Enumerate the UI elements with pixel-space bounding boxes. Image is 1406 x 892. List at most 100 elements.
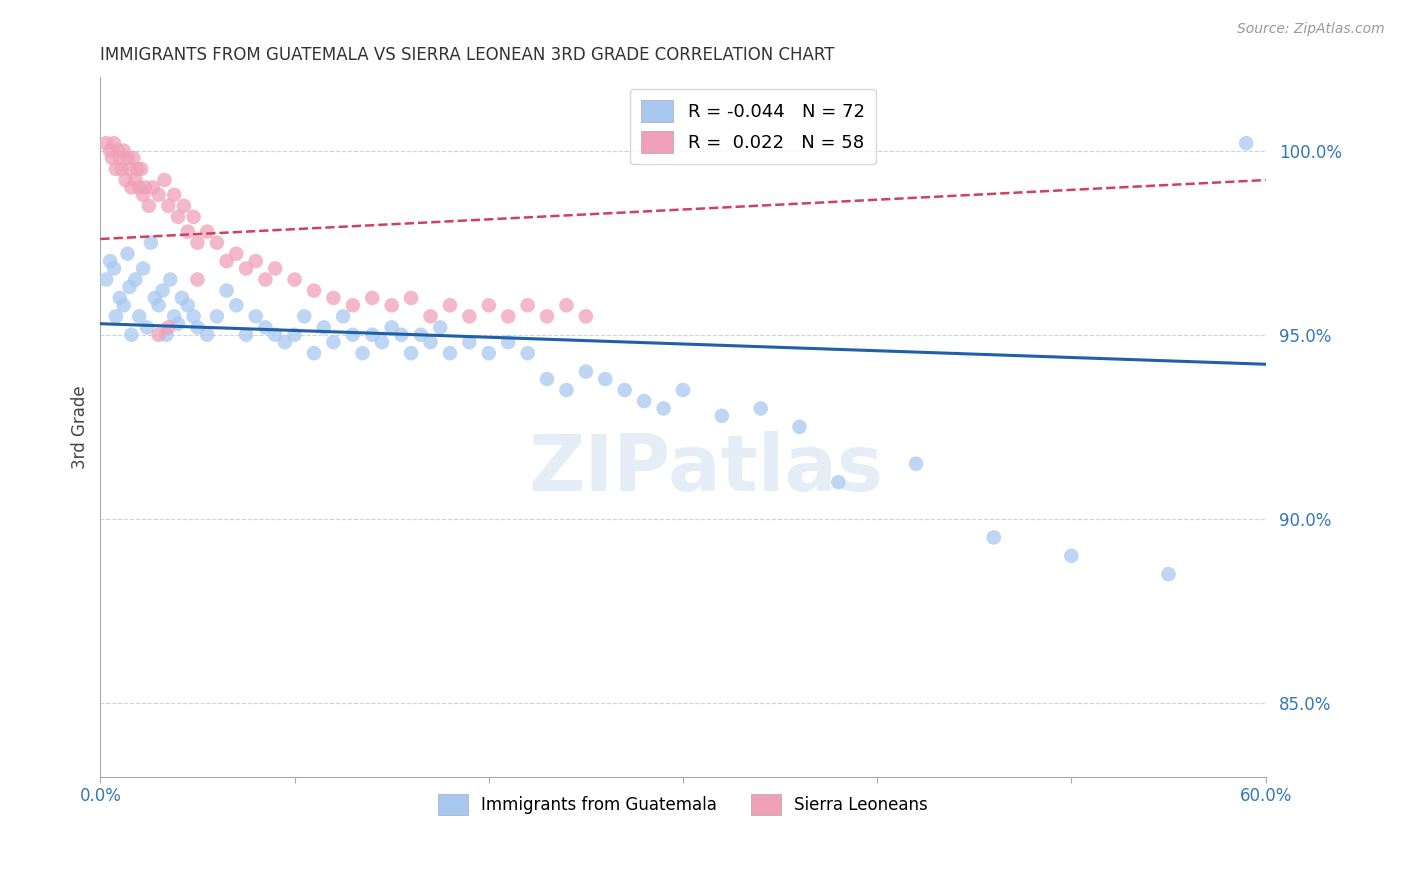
- Point: [127, 161, 149, 176]
- Point: [167, 317, 190, 331]
- Point: [215, 284, 238, 298]
- Point: [555, 383, 578, 397]
- Point: [117, 151, 139, 165]
- Text: IMMIGRANTS FROM GUATEMALA VS SIERRA LEONEAN 3RD GRADE CORRELATION CHART: IMMIGRANTS FROM GUATEMALA VS SIERRA LEON…: [100, 46, 835, 64]
- Point: [749, 401, 772, 416]
- Point: [399, 346, 422, 360]
- Point: [157, 199, 180, 213]
- Point: [138, 199, 160, 213]
- Point: [575, 365, 598, 379]
- Point: [103, 136, 125, 151]
- Point: [254, 320, 277, 334]
- Point: [170, 291, 193, 305]
- Point: [122, 151, 145, 165]
- Point: [536, 372, 558, 386]
- Text: Source: ZipAtlas.com: Source: ZipAtlas.com: [1237, 22, 1385, 37]
- Point: [1157, 567, 1180, 582]
- Point: [478, 346, 501, 360]
- Point: [284, 327, 307, 342]
- Point: [118, 161, 141, 176]
- Point: [419, 335, 441, 350]
- Point: [419, 310, 441, 324]
- Point: [148, 298, 170, 312]
- Point: [710, 409, 733, 423]
- Point: [672, 383, 695, 397]
- Point: [101, 151, 124, 165]
- Point: [342, 327, 364, 342]
- Point: [381, 320, 404, 334]
- Point: [827, 475, 849, 490]
- Point: [905, 457, 928, 471]
- Point: [118, 280, 141, 294]
- Point: [789, 420, 811, 434]
- Point: [1060, 549, 1083, 563]
- Point: [96, 272, 118, 286]
- Text: ZIPatlas: ZIPatlas: [529, 431, 884, 507]
- Point: [245, 310, 267, 324]
- Point: [322, 291, 344, 305]
- Point: [284, 272, 307, 286]
- Point: [128, 310, 150, 324]
- Point: [205, 310, 228, 324]
- Point: [132, 187, 155, 202]
- Point: [186, 320, 208, 334]
- Point: [478, 298, 501, 312]
- Point: [516, 298, 538, 312]
- Point: [575, 310, 598, 324]
- Point: [183, 210, 205, 224]
- Point: [124, 173, 146, 187]
- Point: [167, 210, 190, 224]
- Point: [516, 346, 538, 360]
- Point: [117, 246, 139, 260]
- Point: [195, 225, 218, 239]
- Point: [173, 199, 195, 213]
- Point: [652, 401, 675, 416]
- Point: [132, 261, 155, 276]
- Point: [361, 327, 384, 342]
- Point: [389, 327, 412, 342]
- Point: [429, 320, 451, 334]
- Point: [98, 254, 121, 268]
- Point: [302, 284, 325, 298]
- Point: [361, 291, 384, 305]
- Point: [163, 310, 186, 324]
- Point: [312, 320, 335, 334]
- Point: [264, 327, 287, 342]
- Point: [633, 394, 655, 409]
- Point: [139, 235, 162, 250]
- Point: [496, 335, 519, 350]
- Point: [148, 327, 170, 342]
- Point: [613, 383, 636, 397]
- Point: [148, 187, 170, 202]
- Point: [163, 187, 186, 202]
- Point: [458, 335, 481, 350]
- Point: [104, 161, 127, 176]
- Point: [120, 327, 142, 342]
- Point: [235, 327, 257, 342]
- Point: [143, 291, 166, 305]
- Point: [245, 254, 267, 268]
- Point: [157, 320, 180, 334]
- Point: [332, 310, 354, 324]
- Point: [225, 246, 247, 260]
- Point: [409, 327, 432, 342]
- Point: [983, 530, 1005, 544]
- Point: [292, 310, 315, 324]
- Point: [195, 327, 218, 342]
- Point: [254, 272, 277, 286]
- Point: [186, 235, 208, 250]
- Point: [399, 291, 422, 305]
- Point: [107, 144, 129, 158]
- Point: [111, 161, 134, 176]
- Point: [381, 298, 404, 312]
- Point: [205, 235, 228, 250]
- Point: [225, 298, 247, 312]
- Point: [264, 261, 287, 276]
- Point: [114, 173, 136, 187]
- Point: [342, 298, 364, 312]
- Point: [124, 272, 146, 286]
- Point: [134, 180, 156, 194]
- Point: [112, 144, 135, 158]
- Point: [112, 298, 135, 312]
- Point: [136, 320, 159, 334]
